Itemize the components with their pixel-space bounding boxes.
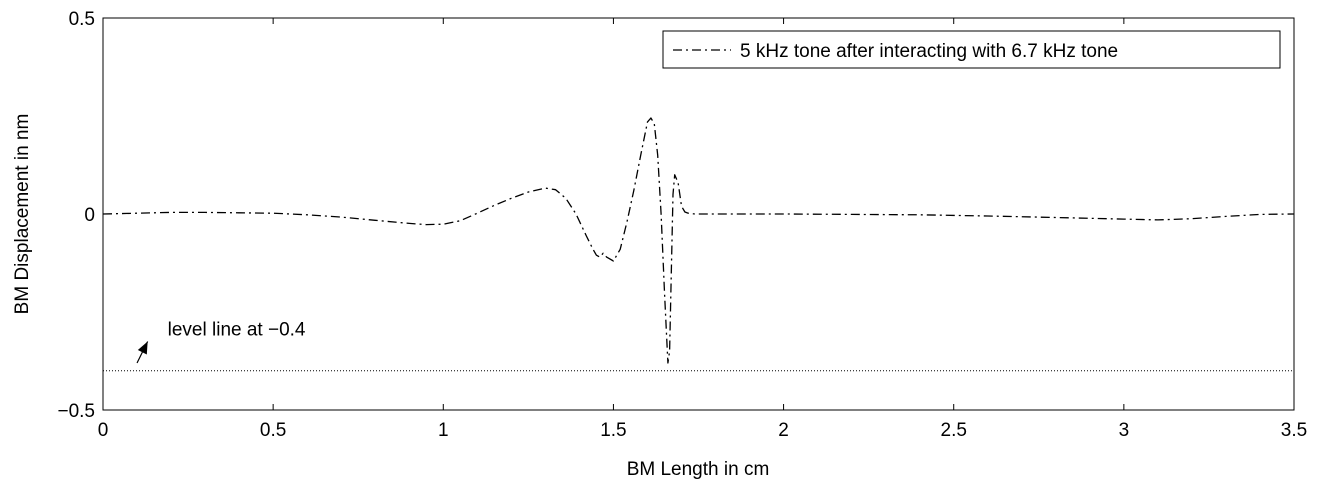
- x-tick-label: 2: [778, 420, 789, 441]
- annotation-arrow-head: [137, 341, 148, 355]
- x-tick-label: 0: [98, 420, 109, 441]
- series-layer: [102, 117, 1295, 372]
- y-tick-label: −0.5: [57, 401, 95, 422]
- x-tick-label: 1: [438, 420, 449, 441]
- x-tick-label: 3: [1119, 420, 1130, 441]
- x-tick-label: 0.5: [260, 420, 286, 441]
- y-tick-label: 0: [84, 205, 95, 226]
- series-line: [102, 117, 1295, 364]
- legend: 5 kHz tone after interacting with 6.7 kH…: [662, 30, 1281, 69]
- x-tick-label: 2.5: [941, 420, 967, 441]
- legend-label: 5 kHz tone after interacting with 6.7 kH…: [740, 41, 1118, 62]
- x-axis-label: BM Length in cm: [627, 459, 770, 480]
- legend-box: [662, 30, 1281, 69]
- x-tick-label: 1.5: [600, 420, 626, 441]
- annotation: level line at −0.4: [136, 320, 306, 364]
- annotation-text: level line at −0.4: [168, 320, 306, 341]
- x-tick-label: 3.5: [1281, 420, 1307, 441]
- y-axis-label: BM Displacement in nm: [12, 114, 33, 315]
- y-axis-ticks: −0.5 0 0.5: [57, 9, 1294, 422]
- x-axis-ticks: 0 0.5 1 1.5 2 2.5 3 3.5: [98, 18, 1307, 441]
- y-tick-label: 0.5: [69, 9, 95, 30]
